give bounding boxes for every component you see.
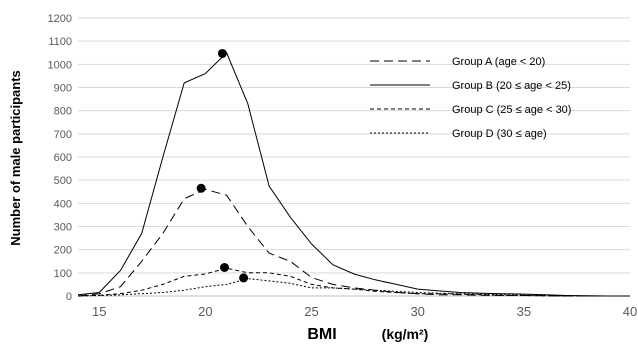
x-tick-label: 15 <box>92 304 106 319</box>
y-tick-labels: 0 100 200 300 400 500 600 700 800 900 1000 1100 1200 <box>48 13 72 303</box>
y-tick-label: 800 <box>54 106 72 118</box>
y-tick-label: 1000 <box>48 59 72 71</box>
peak-marker-3 <box>219 263 229 273</box>
y-tick-label: 600 <box>54 152 72 164</box>
legend-label-4: Group D (30 ≤ age) <box>452 128 547 140</box>
y-tick-label: 200 <box>54 245 72 257</box>
legend-label-2: Group B (20 ≤ age < 25) <box>452 80 571 92</box>
series-line-4 <box>77 278 630 297</box>
x-tick-label: 20 <box>198 304 212 319</box>
y-tick-label: 300 <box>54 222 72 234</box>
x-axis-unit: (kg/m²) <box>382 326 429 342</box>
y-tick-label: 1200 <box>48 13 72 25</box>
legend-label-3: Group C (25 ≤ age < 30) <box>452 104 571 116</box>
peak-markers <box>196 48 249 283</box>
y-tick-label: 400 <box>54 198 72 210</box>
series-line-2 <box>77 51 630 297</box>
y-tick-label: 900 <box>54 83 72 95</box>
series-lines <box>77 51 630 297</box>
y-tick-label: 1100 <box>48 36 72 48</box>
peak-marker-2 <box>217 48 227 58</box>
y-axis-label: Number of male participants <box>8 70 23 246</box>
x-tick-label: 30 <box>410 304 424 319</box>
x-tick-label: 25 <box>304 304 318 319</box>
peak-marker-4 <box>239 273 249 283</box>
y-tick-label: 500 <box>54 175 72 187</box>
y-tick-label: 0 <box>66 291 72 303</box>
series-line-3 <box>77 267 630 297</box>
x-axis-label: BMI <box>307 326 336 343</box>
peak-marker-1 <box>196 183 206 193</box>
x-tick-labels: 15 20 25 30 35 40 <box>92 304 637 319</box>
grid-lines <box>78 17 630 274</box>
y-tick-label: 100 <box>54 268 72 280</box>
x-tick-label: 35 <box>517 304 531 319</box>
x-tick-label: 40 <box>623 304 637 319</box>
legend: Group A (age < 20) Group B (20 ≤ age < 25… <box>370 56 571 140</box>
y-tick-label: 700 <box>54 129 72 141</box>
legend-label-1: Group A (age < 20) <box>452 56 545 68</box>
series-line-1 <box>77 188 630 297</box>
